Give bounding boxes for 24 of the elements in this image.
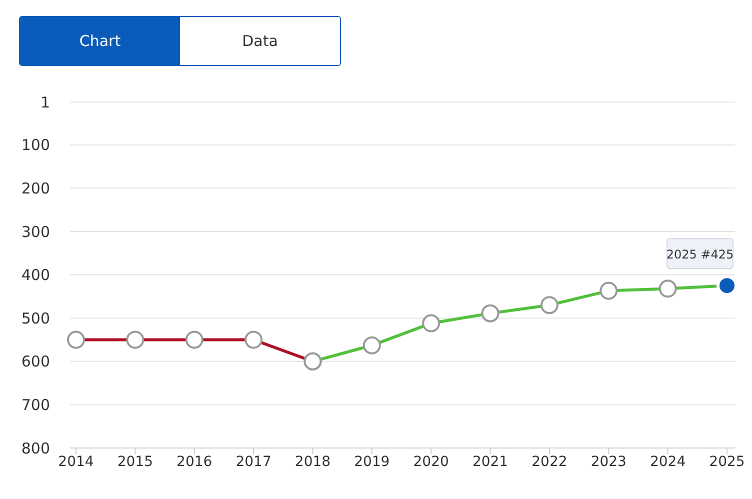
x-tick-label: 2019 [354, 454, 390, 470]
x-tick-label: 2025 [709, 454, 745, 470]
x-tick-label: 2018 [294, 454, 331, 470]
x-tick-label: 2017 [236, 454, 272, 470]
text: Chart [20, 17, 180, 65]
y-tick-label: 800 [21, 439, 50, 458]
y-tick-label: 300 [21, 222, 50, 241]
y-tick-label: 600 [21, 352, 50, 371]
annotation: 2025 #425 [666, 248, 734, 262]
x-tick-label: 2023 [590, 454, 626, 470]
x-tick-label: 2022 [532, 454, 568, 470]
x-tick-label: 2015 [117, 454, 153, 470]
y-tick-label: 1 [40, 93, 50, 112]
x-tick-label: 2016 [176, 454, 212, 470]
text: Data [180, 17, 340, 65]
y-tick-label: 100 [21, 136, 50, 154]
y-tick-label: 200 [21, 180, 50, 198]
x-tick-label: 2021 [472, 454, 508, 470]
x-tick-label: 2024 [650, 454, 686, 470]
y-tick-label: 400 [21, 266, 50, 284]
y-tick-label: 700 [21, 396, 50, 414]
y-tick-label: 500 [21, 309, 50, 328]
x-tick-label: 2014 [58, 454, 94, 470]
x-tick-label: 2020 [413, 454, 449, 470]
